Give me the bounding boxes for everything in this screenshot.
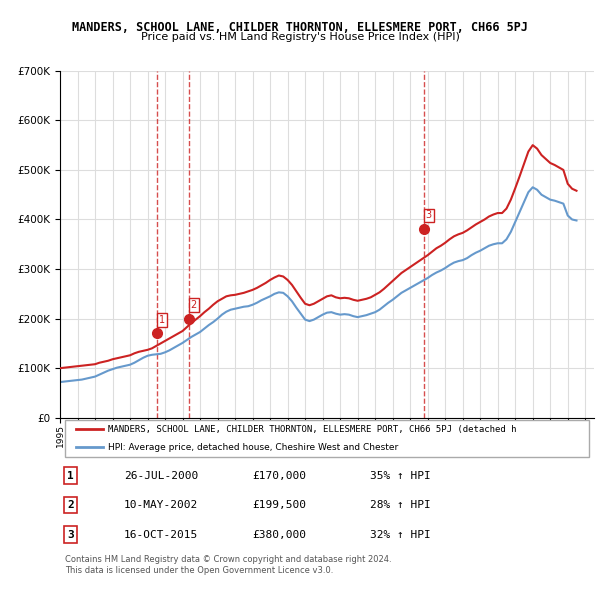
Text: £380,000: £380,000 [252,529,306,539]
Text: 1: 1 [67,471,74,480]
Text: 26-JUL-2000: 26-JUL-2000 [124,471,199,480]
Text: HPI: Average price, detached house, Cheshire West and Chester: HPI: Average price, detached house, Ches… [108,443,398,452]
Text: 28% ↑ HPI: 28% ↑ HPI [370,500,430,510]
Text: 3: 3 [67,529,74,539]
Text: £170,000: £170,000 [252,471,306,480]
Text: £199,500: £199,500 [252,500,306,510]
Text: 2: 2 [191,300,197,310]
Text: Price paid vs. HM Land Registry's House Price Index (HPI): Price paid vs. HM Land Registry's House … [140,32,460,42]
Text: 2: 2 [67,500,74,510]
Text: 32% ↑ HPI: 32% ↑ HPI [370,529,430,539]
Text: 16-OCT-2015: 16-OCT-2015 [124,529,199,539]
FancyBboxPatch shape [65,420,589,457]
Text: 10-MAY-2002: 10-MAY-2002 [124,500,199,510]
Text: MANDERS, SCHOOL LANE, CHILDER THORNTON, ELLESMERE PORT, CH66 5PJ (detached h: MANDERS, SCHOOL LANE, CHILDER THORNTON, … [108,425,517,434]
Text: MANDERS, SCHOOL LANE, CHILDER THORNTON, ELLESMERE PORT, CH66 5PJ: MANDERS, SCHOOL LANE, CHILDER THORNTON, … [72,21,528,34]
Text: 3: 3 [426,211,432,221]
Text: 1: 1 [159,314,165,325]
Text: 35% ↑ HPI: 35% ↑ HPI [370,471,430,480]
Text: Contains HM Land Registry data © Crown copyright and database right 2024.
This d: Contains HM Land Registry data © Crown c… [65,555,392,575]
